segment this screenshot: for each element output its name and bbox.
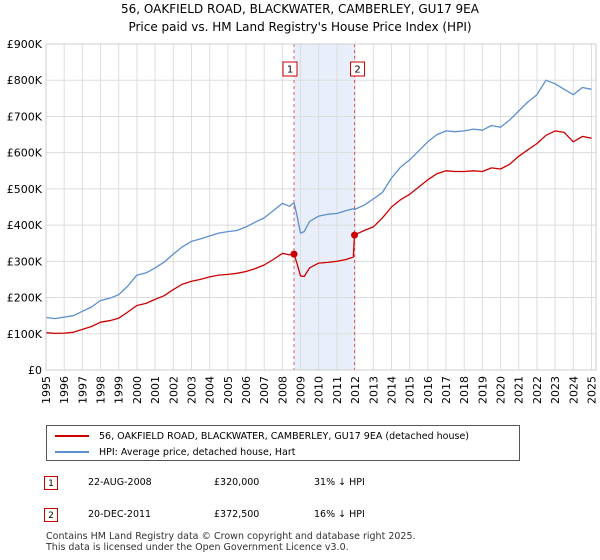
x-tick-label: 2023 bbox=[549, 376, 562, 404]
y-tick-label: £600K bbox=[7, 147, 43, 160]
x-tick-label: 2025 bbox=[585, 376, 598, 404]
sale-hpi-1: 31% ↓ HPI bbox=[314, 477, 365, 488]
marker-label-2: 2 bbox=[354, 65, 360, 76]
x-tick-label: 2017 bbox=[440, 376, 453, 404]
x-tick-label: 2021 bbox=[513, 376, 526, 404]
x-tick-label: 2019 bbox=[476, 376, 489, 404]
sale-number-2: 2 bbox=[44, 508, 58, 522]
y-tick-label: £900K bbox=[7, 38, 43, 51]
x-tick-label: 2005 bbox=[222, 376, 235, 404]
chart-subtitle: Price paid vs. HM Land Registry's House … bbox=[128, 20, 472, 34]
x-tick-label: 2007 bbox=[258, 376, 271, 404]
y-tick-label: £200K bbox=[7, 292, 43, 305]
marker-label-1: 1 bbox=[287, 65, 293, 76]
price-chart: £0 £100K £200K £300K £400K £500K £600K £700K £80… bbox=[7, 38, 599, 404]
x-tick-label: 2016 bbox=[422, 376, 435, 404]
chart-title: 56, OAKFIELD ROAD, BLACKWATER, CAMBERLEY… bbox=[121, 2, 479, 16]
x-tick-label: 2020 bbox=[495, 376, 508, 404]
x-tick-label: 1997 bbox=[76, 376, 89, 404]
x-tick-label: 2001 bbox=[149, 376, 162, 404]
x-tick-label: 2006 bbox=[240, 376, 253, 404]
sale-hpi-2: 16% ↓ HPI bbox=[314, 509, 365, 520]
sale-price-1: £320,000 bbox=[214, 477, 260, 488]
footer-copyright: Contains HM Land Registry data © Crown c… bbox=[46, 531, 416, 542]
shaded-ownership-region bbox=[294, 44, 355, 370]
sale-point-2 bbox=[351, 231, 359, 239]
legend-line-hpi bbox=[55, 451, 89, 453]
footer-licence: This data is licensed under the Open Gov… bbox=[46, 542, 349, 553]
x-tick-label: 2011 bbox=[331, 376, 344, 404]
x-tick-label: 1998 bbox=[95, 376, 108, 404]
hpi-series-line bbox=[45, 79, 592, 320]
x-tick-label: 2013 bbox=[367, 376, 380, 404]
x-tick-label: 2014 bbox=[385, 376, 398, 404]
x-tick-label: 2018 bbox=[458, 376, 471, 404]
x-tick-label: 2024 bbox=[567, 376, 580, 404]
x-tick-label: 2010 bbox=[313, 376, 326, 404]
x-tick-label: 1996 bbox=[58, 376, 71, 404]
sale-date-2: 20-DEC-2011 bbox=[88, 509, 152, 520]
legend-item-property: 56, OAKFIELD ROAD, BLACKWATER, CAMBERLEY… bbox=[55, 429, 469, 443]
x-tick-label: 2015 bbox=[404, 376, 417, 404]
sale-row-1: 1 22-AUG-2008 £320,000 31% ↓ HPI bbox=[0, 476, 600, 494]
sale-row-2: 2 20-DEC-2011 £372,500 16% ↓ HPI bbox=[0, 508, 600, 526]
y-tick-label: £800K bbox=[7, 74, 43, 87]
marker-label-box-1 bbox=[282, 61, 298, 77]
sale-date-1: 22-AUG-2008 bbox=[88, 477, 152, 488]
plot-border bbox=[45, 43, 597, 371]
y-tick-label: £0 bbox=[28, 364, 42, 377]
y-tick-label: £500K bbox=[7, 183, 43, 196]
x-tick-label: 1999 bbox=[113, 376, 126, 404]
legend-line-property bbox=[55, 435, 89, 437]
x-tick-label: 2008 bbox=[276, 376, 289, 404]
legend-label-hpi: HPI: Average price, detached house, Hart bbox=[99, 446, 296, 458]
x-tick-label: 2000 bbox=[131, 376, 144, 404]
y-tick-label: £300K bbox=[7, 255, 43, 268]
legend-label-property: 56, OAKFIELD ROAD, BLACKWATER, CAMBERLEY… bbox=[99, 430, 469, 442]
x-tick-label: 2022 bbox=[531, 376, 544, 404]
x-tick-label: 2004 bbox=[204, 376, 217, 404]
y-tick-label: £100K bbox=[7, 328, 43, 341]
x-tick-label: 1995 bbox=[40, 376, 53, 404]
x-tick-label: 2009 bbox=[295, 376, 308, 404]
marker-label-box-2 bbox=[350, 61, 366, 77]
sale-point-1 bbox=[290, 250, 298, 258]
sale-price-2: £372,500 bbox=[214, 509, 260, 520]
x-tick-label: 2002 bbox=[167, 376, 180, 404]
legend: 56, OAKFIELD ROAD, BLACKWATER, CAMBERLEY… bbox=[46, 425, 520, 461]
x-tick-label: 2012 bbox=[349, 376, 362, 404]
legend-item-hpi: HPI: Average price, detached house, Hart bbox=[55, 445, 295, 459]
property-series-line bbox=[45, 130, 592, 335]
y-tick-label: £700K bbox=[7, 110, 43, 123]
y-tick-label: £400K bbox=[7, 219, 43, 232]
x-tick-label: 2003 bbox=[185, 376, 198, 404]
sale-number-1: 1 bbox=[44, 476, 58, 490]
